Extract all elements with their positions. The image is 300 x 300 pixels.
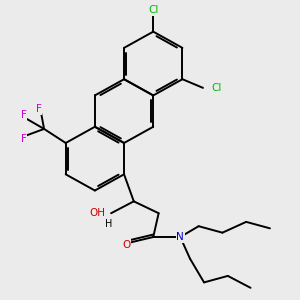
Text: Cl: Cl (212, 83, 222, 93)
Text: Cl: Cl (148, 5, 158, 15)
Text: OH: OH (90, 208, 106, 218)
Text: F: F (21, 134, 26, 144)
Text: F: F (21, 110, 26, 120)
Text: F: F (36, 104, 42, 115)
Text: O: O (122, 240, 130, 250)
Text: N: N (176, 232, 184, 242)
Text: H: H (105, 219, 112, 229)
